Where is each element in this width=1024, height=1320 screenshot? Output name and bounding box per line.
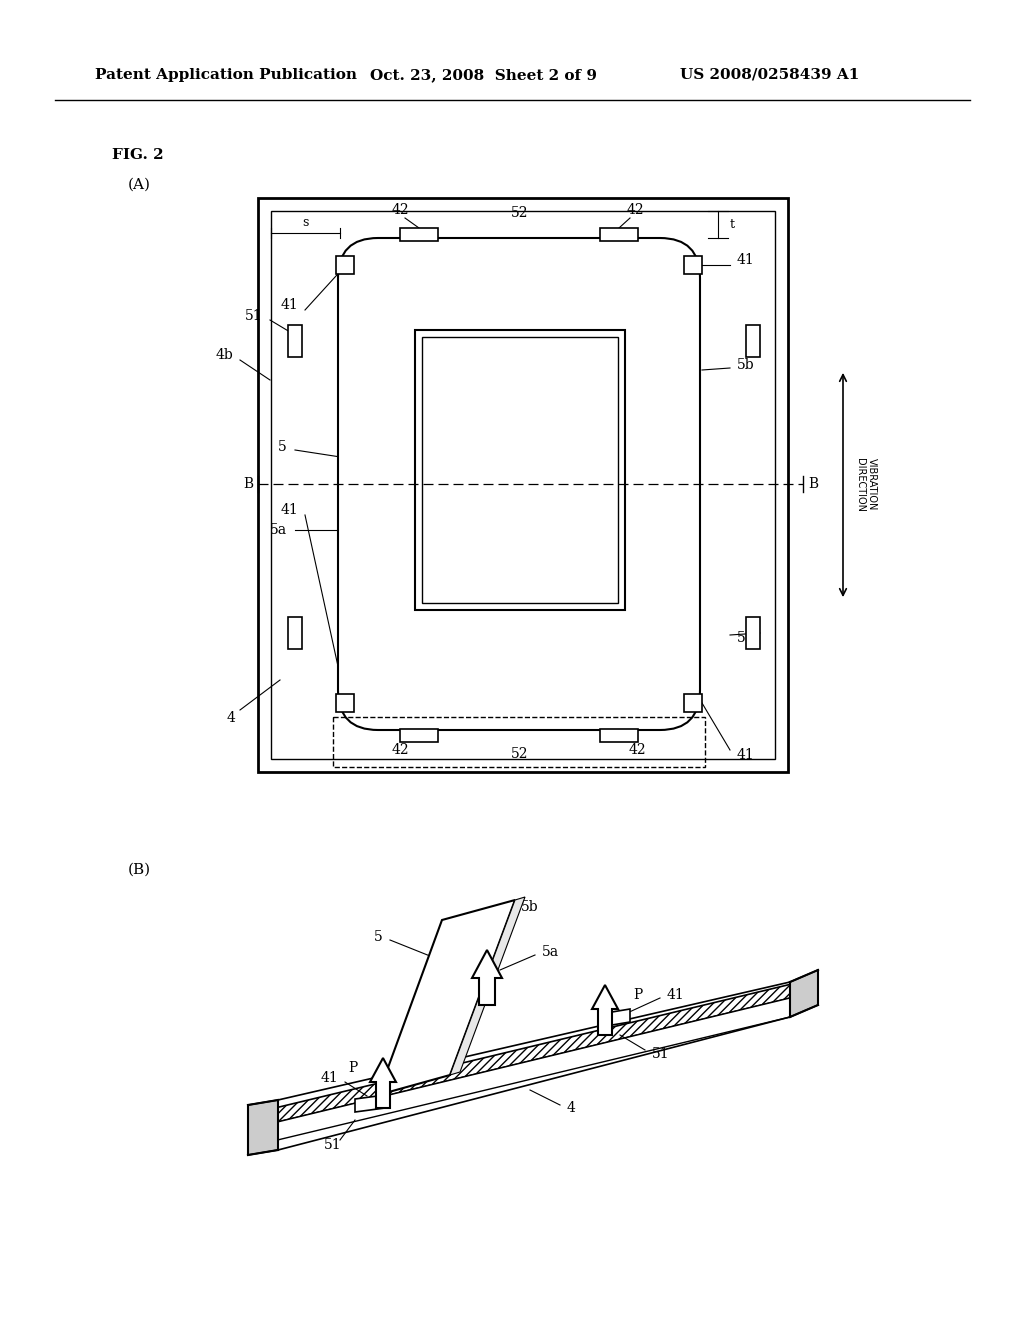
Polygon shape [450,898,525,1074]
Text: 41: 41 [737,253,755,267]
Text: (A): (A) [128,178,151,191]
Text: 5b: 5b [737,358,755,372]
Bar [271,211,775,759]
Text: 42: 42 [627,203,644,216]
Bar [600,729,638,742]
Polygon shape [355,1096,385,1111]
Text: VIBRATION
DIRECTION: VIBRATION DIRECTION [855,458,877,512]
Text: s: s [302,216,308,230]
Text: t: t [730,218,735,231]
Text: P: P [633,987,642,1002]
Text: (B): (B) [128,863,152,876]
Text: 42: 42 [391,203,409,216]
FancyArrow shape [472,950,502,1005]
Bar [422,337,618,603]
Text: 5: 5 [279,440,287,454]
Text: 5a: 5a [542,945,559,960]
Text: 4: 4 [567,1101,575,1115]
Bar [336,256,354,275]
Bar [746,616,760,649]
Text: FIG. 2: FIG. 2 [112,148,164,162]
Bar [400,729,438,742]
Text: 41: 41 [281,298,298,312]
FancyArrow shape [370,1059,396,1107]
Text: B: B [243,477,253,491]
Text: P: P [349,1061,358,1074]
Text: 41: 41 [321,1071,338,1085]
Text: Oct. 23, 2008  Sheet 2 of 9: Oct. 23, 2008 Sheet 2 of 9 [370,69,597,82]
FancyArrow shape [592,985,618,1035]
Text: Patent Application Publication: Patent Application Publication [95,69,357,82]
Bar [288,616,302,649]
Text: 5b: 5b [521,900,539,913]
Bar [258,198,788,772]
Polygon shape [248,1100,278,1155]
Polygon shape [265,982,800,1125]
FancyBboxPatch shape [338,238,700,730]
Text: 41: 41 [281,503,298,517]
Text: 51: 51 [737,631,755,645]
Polygon shape [378,900,515,1096]
Bar [400,228,438,242]
Bar [333,717,705,767]
Text: US 2008/0258439 A1: US 2008/0258439 A1 [680,69,859,82]
Text: 52: 52 [511,206,528,220]
Text: 4: 4 [226,711,234,725]
Text: 51: 51 [652,1047,670,1061]
Text: 42: 42 [628,743,646,756]
Polygon shape [790,970,818,1016]
Bar [684,694,702,711]
Polygon shape [265,998,790,1143]
Bar [746,325,760,356]
Text: 52: 52 [511,747,528,762]
Text: 5: 5 [374,931,383,944]
Text: 51: 51 [325,1138,342,1152]
Bar [288,325,302,356]
Text: 42: 42 [391,743,409,756]
Bar [415,330,625,610]
Bar [600,228,638,242]
Text: 51: 51 [245,309,262,323]
Bar [336,694,354,711]
Bar [684,256,702,275]
Text: 5a: 5a [270,523,287,537]
Text: Q: Q [481,931,493,945]
Text: 41: 41 [737,748,755,762]
Text: 41: 41 [667,987,685,1002]
Text: 4b: 4b [215,348,233,362]
Polygon shape [600,1008,630,1027]
Text: B: B [808,477,818,491]
